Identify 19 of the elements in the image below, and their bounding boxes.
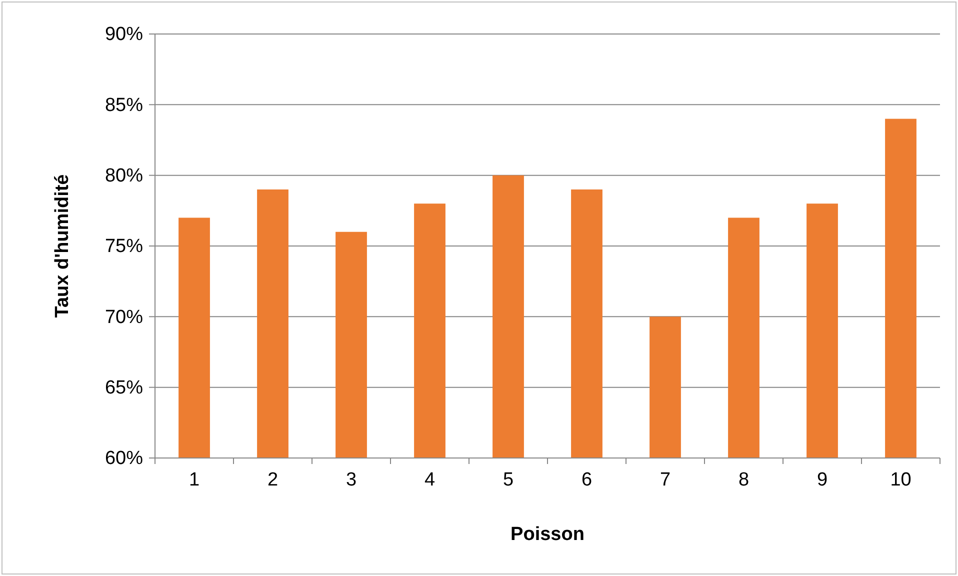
x-axis-title: Poisson xyxy=(510,524,584,545)
y-tick-label: 75% xyxy=(104,236,144,258)
y-tick-label: 60% xyxy=(104,448,144,470)
x-tick-label: 9 xyxy=(816,469,828,490)
x-tick-label: 2 xyxy=(267,469,278,490)
x-tick-label: 10 xyxy=(890,469,912,490)
y-tick-label: 90% xyxy=(104,24,144,46)
x-tick-label: 7 xyxy=(660,469,671,490)
x-tick-label: 6 xyxy=(581,469,592,490)
y-tick-label: 70% xyxy=(104,306,144,328)
y-tick-label: 65% xyxy=(104,377,144,398)
x-tick-label: 1 xyxy=(188,469,200,490)
y-axis-title: Taux d'humidité xyxy=(52,174,73,318)
x-tick-label: 5 xyxy=(502,469,514,490)
x-tick-label: 4 xyxy=(424,469,436,490)
y-tick-label: 85% xyxy=(104,94,144,116)
y-tick-label: 80% xyxy=(104,165,144,186)
x-tick-label: 3 xyxy=(346,469,357,490)
x-tick-label: 8 xyxy=(738,469,750,490)
